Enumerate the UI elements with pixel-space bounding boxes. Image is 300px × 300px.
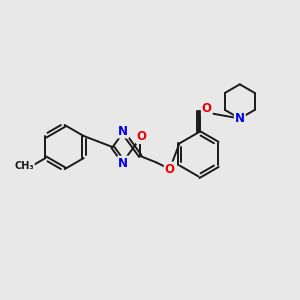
Text: O: O — [202, 102, 212, 115]
Text: O: O — [137, 130, 147, 143]
Text: N: N — [118, 157, 128, 169]
Text: CH₃: CH₃ — [14, 161, 34, 171]
Text: N: N — [118, 124, 128, 137]
Text: O: O — [165, 163, 175, 176]
Text: N: N — [235, 112, 245, 125]
